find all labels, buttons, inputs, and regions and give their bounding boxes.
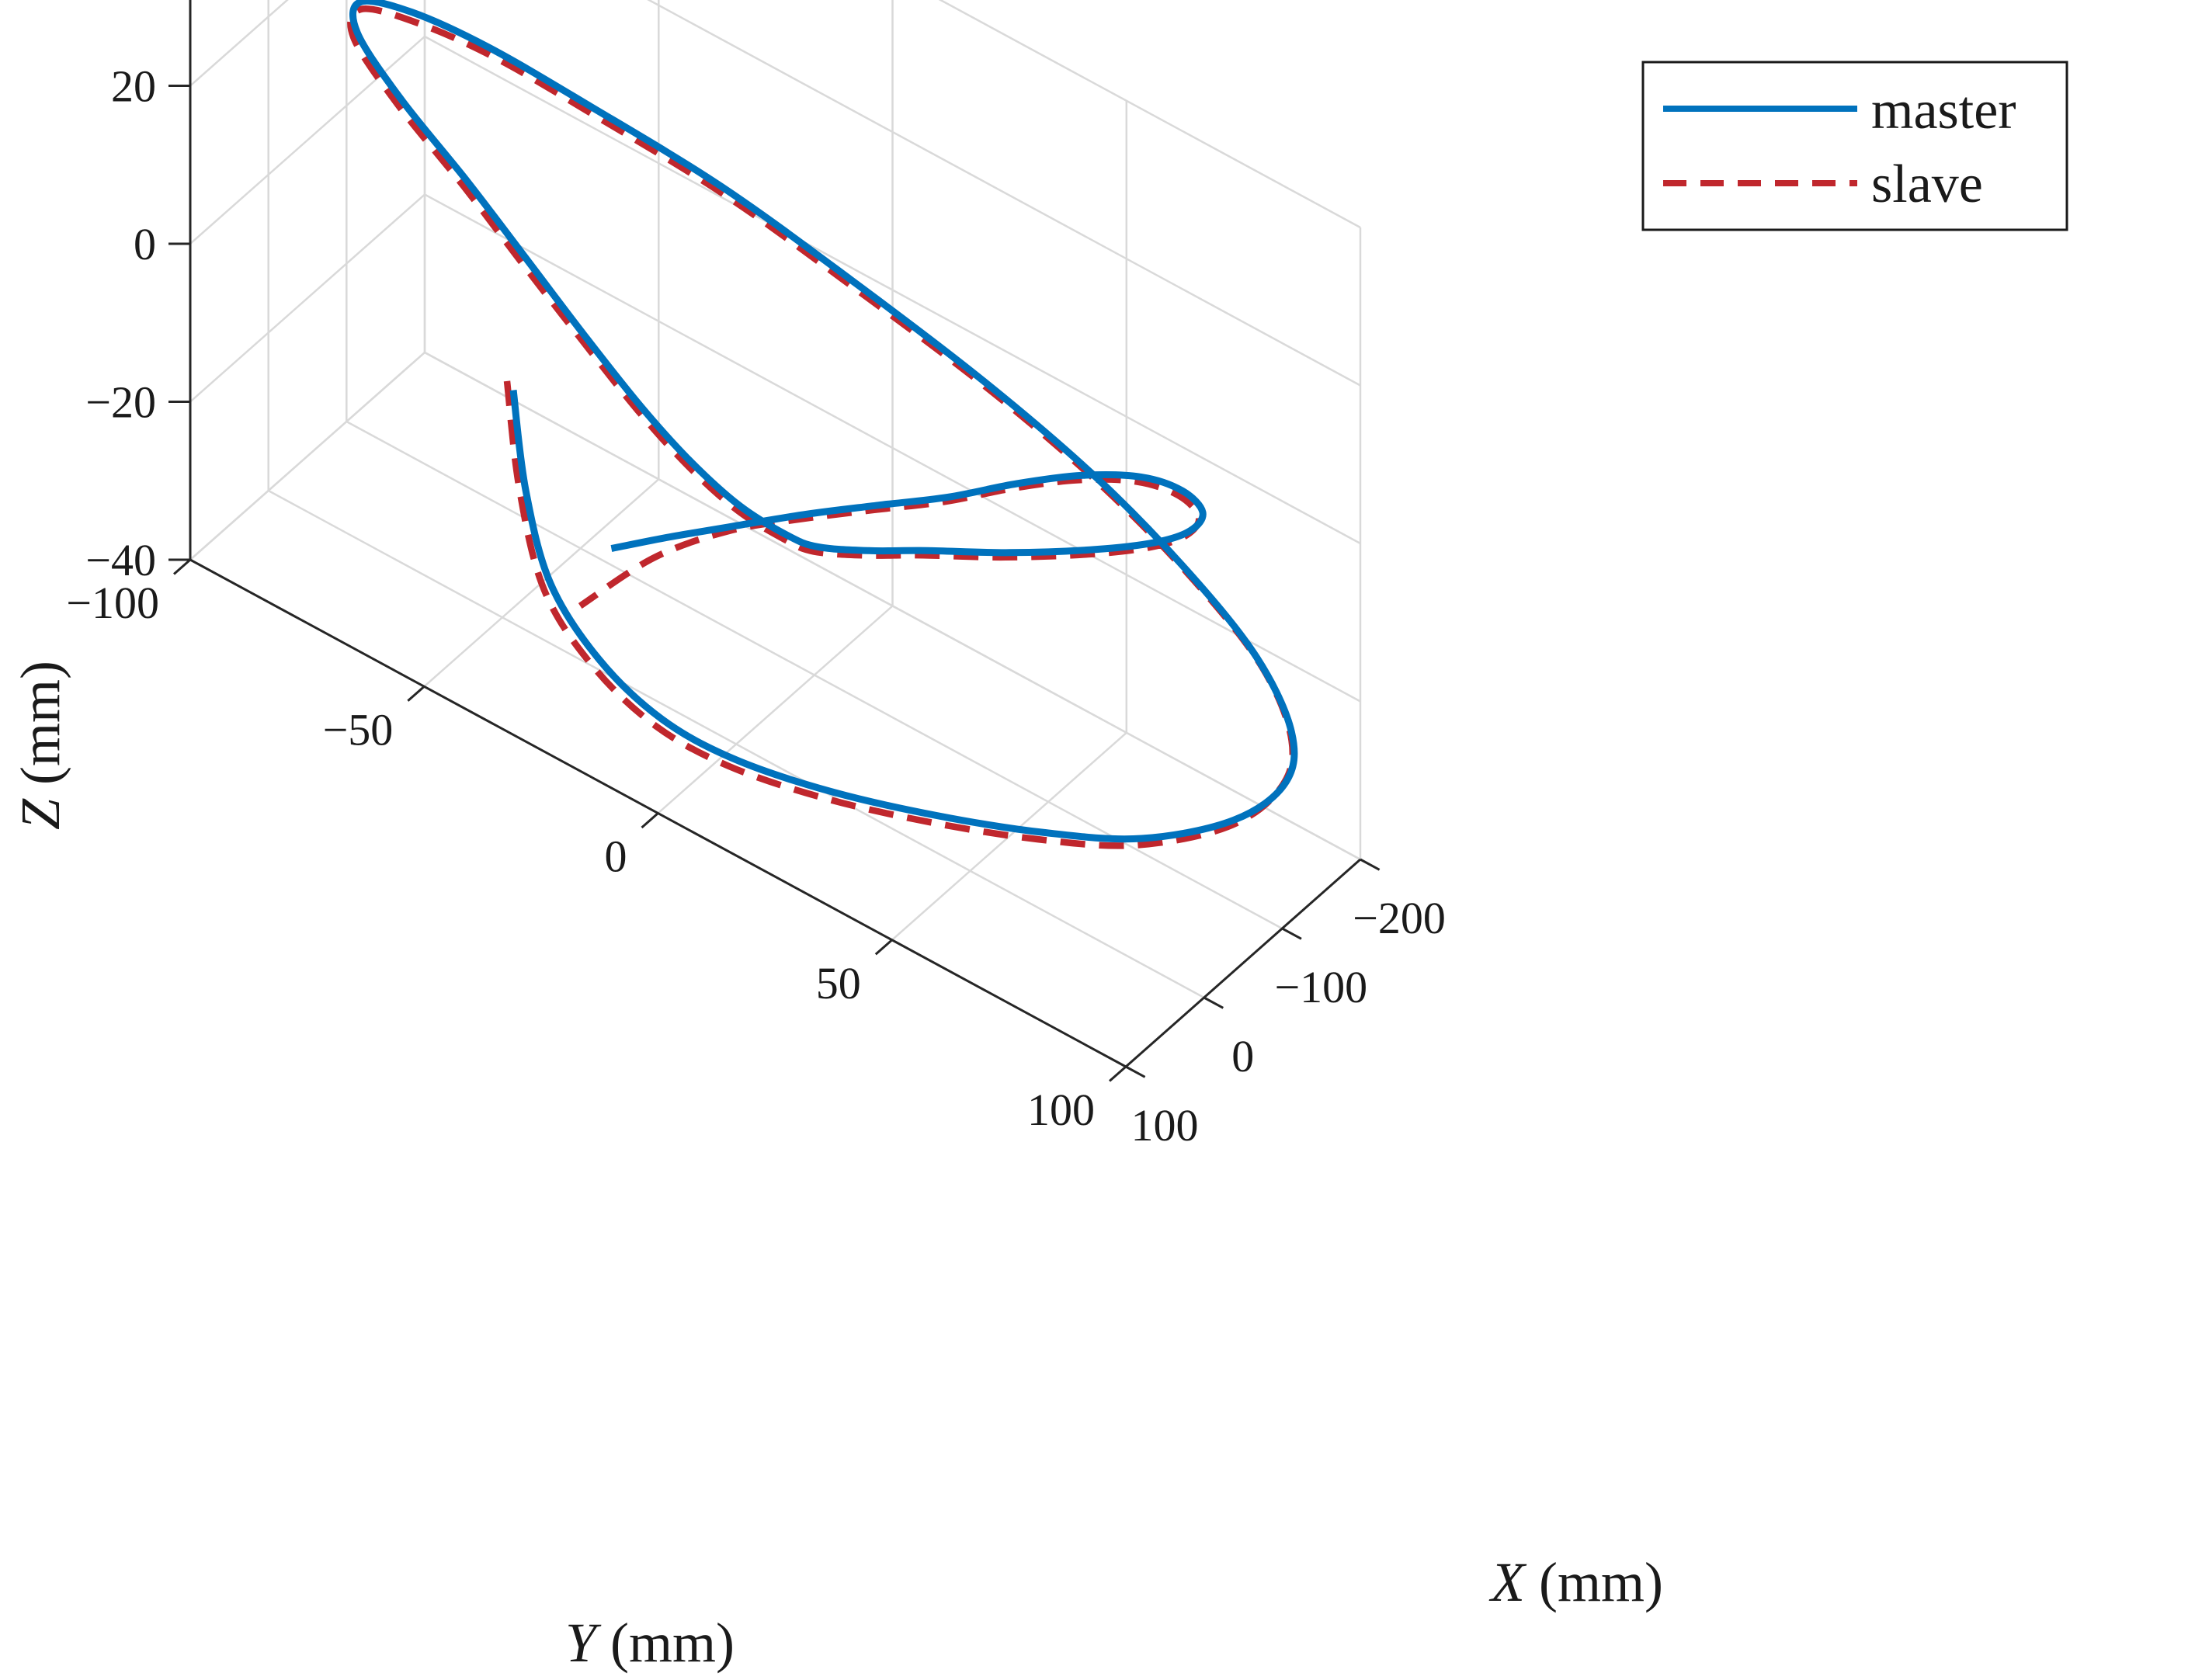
series-master [349,0,1298,843]
z-tick-label: −40 [85,535,156,585]
x-tick [1281,927,1302,940]
y-tick-label: 50 [816,958,861,1008]
grid-line [189,36,425,245]
svg-text:Y (mm): Y (mm) [565,1612,735,1674]
grid-line [424,351,1361,861]
y-tick [173,558,191,575]
x-tick-label: 100 [1131,1100,1199,1151]
grid-line [189,193,425,403]
y-tick-label: 0 [605,831,627,882]
z-axis-label-unit: (mm) [9,661,71,799]
tick-marks [168,85,1381,1082]
legend-slave-label: slave [1871,154,1983,214]
grid-line [647,0,1361,387]
z-tick-label: 0 [134,219,156,269]
legend-master-label: master [1871,81,2016,141]
legend-box [1641,61,2068,231]
y-tick [407,686,425,702]
x-tick-label: −200 [1353,893,1446,943]
x-axis-label-unit: (mm) [1525,1551,1663,1613]
grid-line [657,605,894,814]
grid-line [189,352,425,561]
y-tick [874,939,893,956]
y-tick-label: −100 [66,578,159,628]
x-tick [1125,1065,1146,1078]
x-axis-label: X (mm) [1488,1551,1663,1613]
legend: master slave [1641,61,2068,231]
y-axis-label-var: Y [565,1612,602,1674]
x-tick-label: −100 [1274,962,1367,1012]
y-tick-label: −50 [323,704,394,755]
grid-line [189,0,289,87]
x-axis-line [1125,858,1361,1068]
y-tick-label: 100 [1027,1085,1095,1135]
y-axis-label: Y (mm) [565,1612,735,1674]
svg-text:X (mm): X (mm) [1488,1551,1663,1613]
z-tick-label: 20 [111,61,156,112]
data-series [347,0,1298,849]
grid-line [891,731,1127,941]
z-axis-label: Z (mm) [9,661,71,830]
svg-text:Z (mm): Z (mm) [9,661,71,830]
grid-line [424,193,1361,703]
grid-line [938,0,1361,229]
y-tick [1109,1065,1127,1082]
x-tick [1203,996,1224,1009]
x-axis-label-var: X [1488,1551,1527,1613]
grid-line [424,35,1361,545]
z-axis-label-var: Z [9,798,71,830]
y-tick [641,812,659,829]
z-tick-label: −20 [85,377,156,428]
x-tick [1360,858,1381,871]
y-axis-label-unit: (mm) [596,1612,735,1674]
x-tick-label: 0 [1231,1031,1254,1081]
series-slave [347,5,1297,849]
